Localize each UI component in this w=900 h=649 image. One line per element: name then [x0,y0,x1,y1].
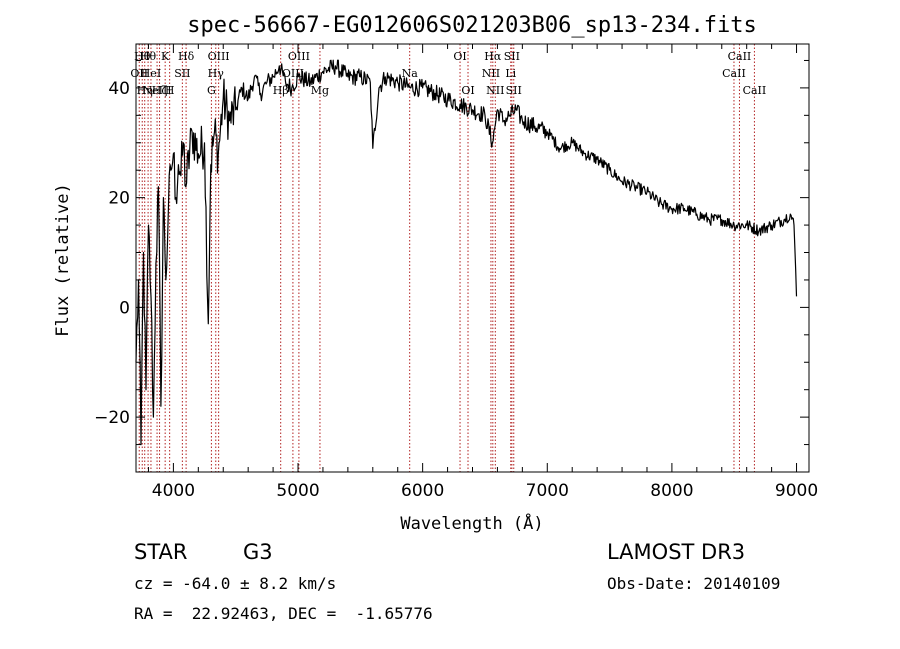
line-label-14: Hβ [273,84,289,97]
line-label-25: SII [504,50,520,63]
spectral-line-markers [138,44,755,472]
object-subclass: G3 [243,540,273,564]
coordinates: RA = 22.92463, DEC = -1.65776 [134,604,433,623]
line-label-7: K [161,50,170,63]
y-tick-label-3: 40 [108,79,130,99]
line-label-23: NII [486,84,504,97]
line-label-11: G [207,84,216,97]
y-axis-label: Flux (relative) [53,183,73,337]
line-label-3: Hθ [140,50,157,63]
chart-title: spec-56667-EG012606S021203B06_sp13-234.f… [187,13,757,38]
axis-ticks: 4000 5000 6000 7000 8000 9000 −20 0 20 40 [94,44,818,501]
x-axis-label: Wavelength (Å) [400,512,543,534]
line-label-9: SII [174,67,190,80]
y-tick-label-0: −20 [94,408,130,428]
x-tick-label-0: 4000 [152,481,195,501]
observation-date: Obs-Date: 20140109 [607,574,781,593]
line-label-24: Li [505,67,516,80]
object-class: STAR [134,540,188,564]
line-label-29: CaII [743,84,767,97]
y-tick-label-1: 0 [119,298,130,318]
line-label-19: OI [453,50,466,63]
line-label-20: OI [461,84,474,97]
line-label-2: Hη [137,84,153,97]
line-label-16: OIII [288,50,310,63]
line-label-22: Hα [484,50,502,63]
line-label-26: SII [506,84,522,97]
line-label-5: NeIII [142,84,171,97]
line-label-27: CaII [722,67,746,80]
x-tick-label-5: 9000 [775,481,818,501]
line-label-13: OIII [208,50,230,63]
line-label-8: H [165,84,175,97]
line-label-0: OII [130,67,148,80]
line-label-4: HeI [141,67,161,80]
y-tick-label-2: 20 [108,189,130,209]
line-label-12: Hγ [208,67,225,80]
x-tick-label-2: 6000 [401,481,444,501]
x-tick-label-1: 5000 [276,481,319,501]
line-label-18: Na [402,67,419,80]
line-label-10: Hδ [178,50,195,63]
line-label-21: NII [482,67,500,80]
x-tick-label-4: 8000 [650,481,693,501]
spectrum-line [135,59,798,446]
redshift-velocity: cz = -64.0 ± 8.2 km/s [134,574,337,593]
line-label-6: Hζ [152,84,168,97]
survey-name: LAMOST DR3 [607,540,746,564]
line-label-17: Mg [311,84,329,97]
x-tick-label-3: 7000 [526,481,569,501]
line-label-1: Hθ [134,50,151,63]
line-label-28: CaII [728,50,752,63]
